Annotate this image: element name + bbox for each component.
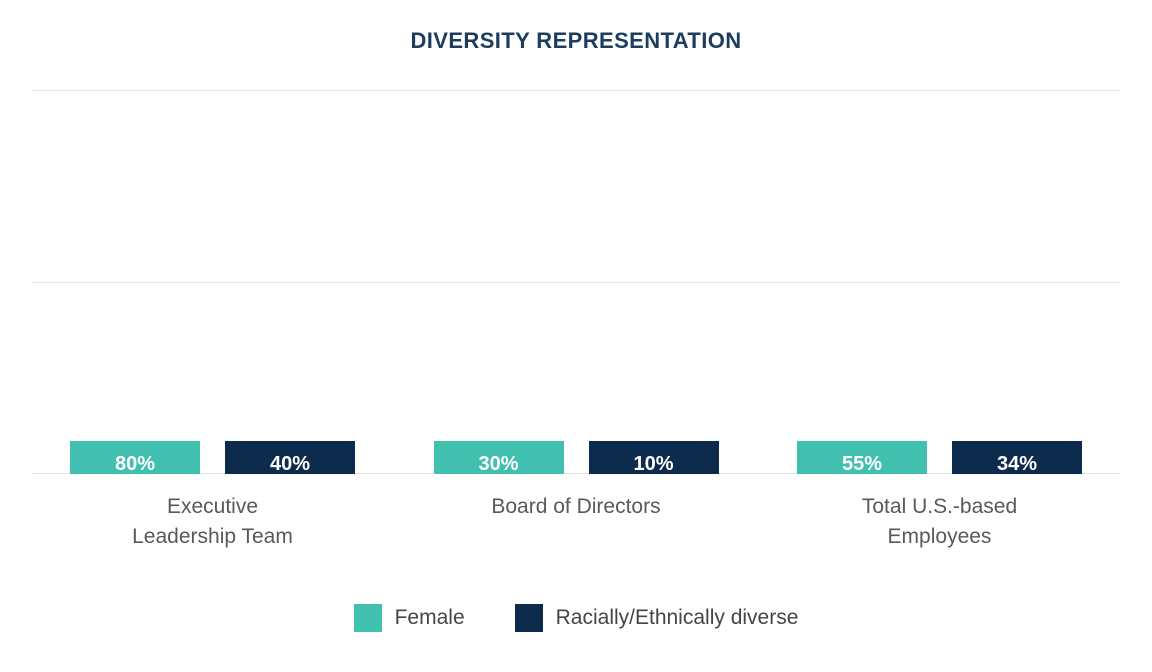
legend-swatch-female (353, 604, 382, 632)
category-label-line: Employees (887, 525, 992, 548)
gridline-50 (32, 282, 1120, 283)
legend-item-racially-ethnically-diverse: Racially/Ethnically diverse (514, 604, 799, 632)
bar-value-label: 30% (478, 453, 519, 475)
category-label-line: Board of Directors (491, 495, 661, 518)
bar-racially-ethnically-diverse-board-of-directors: 10% (588, 441, 719, 475)
legend-swatch-racially-ethnically-diverse (514, 604, 543, 632)
bar-group-executive-leadership-team: 80% 40% (70, 441, 355, 474)
category-label-line: Leadership Team (132, 525, 293, 548)
category-label-board-of-directors: Board of Directors (434, 492, 719, 552)
category-axis: Executive Leadership Team Board of Directo… (32, 492, 1120, 552)
bar-group-total-u-s-based-employees: 55% 34% (797, 441, 1082, 474)
bar-value-label: 80% (114, 453, 156, 475)
legend-item-female: Female (353, 604, 465, 632)
legend-label: Racially/Ethnically diverse (555, 606, 799, 629)
category-label-line: Total U.S.-based (861, 495, 1018, 518)
bar-value-label: 10% (633, 453, 674, 475)
gridline-100 (32, 90, 1120, 91)
bar-groups: 80% 40% 30% 10% 55% 34% (32, 90, 1120, 474)
legend: Female Racially/Ethnically diverse (0, 604, 1152, 632)
category-label-executive-leadership-team: Executive Leadership Team (70, 492, 355, 552)
category-label-total-u-s-based-employees: Total U.S.-based Employees (797, 492, 1082, 552)
bar-female-total-u-s-based-employees: 55% (797, 441, 927, 474)
chart-title: DIVERSITY REPRESENTATION (410, 28, 742, 53)
bar-value-label: 55% (841, 453, 883, 475)
plot-area: 80% 40% 30% 10% 55% 34% (32, 90, 1120, 474)
legend-label: Female (394, 606, 465, 629)
gridline-0 (32, 473, 1120, 474)
bar-female-executive-leadership-team: 80% (70, 441, 200, 474)
bar-group-board-of-directors: 30% 10% (433, 441, 719, 475)
bar-racially-ethnically-diverse-executive-leadership-team: 40% (225, 441, 355, 474)
bar-female-board-of-directors: 30% (433, 441, 564, 475)
bar-racially-ethnically-diverse-total-u-s-based-employees: 34% (952, 441, 1082, 474)
category-label-line: Executive (166, 495, 259, 518)
bar-value-label: 34% (996, 453, 1038, 475)
bar-value-label: 40% (269, 453, 311, 475)
